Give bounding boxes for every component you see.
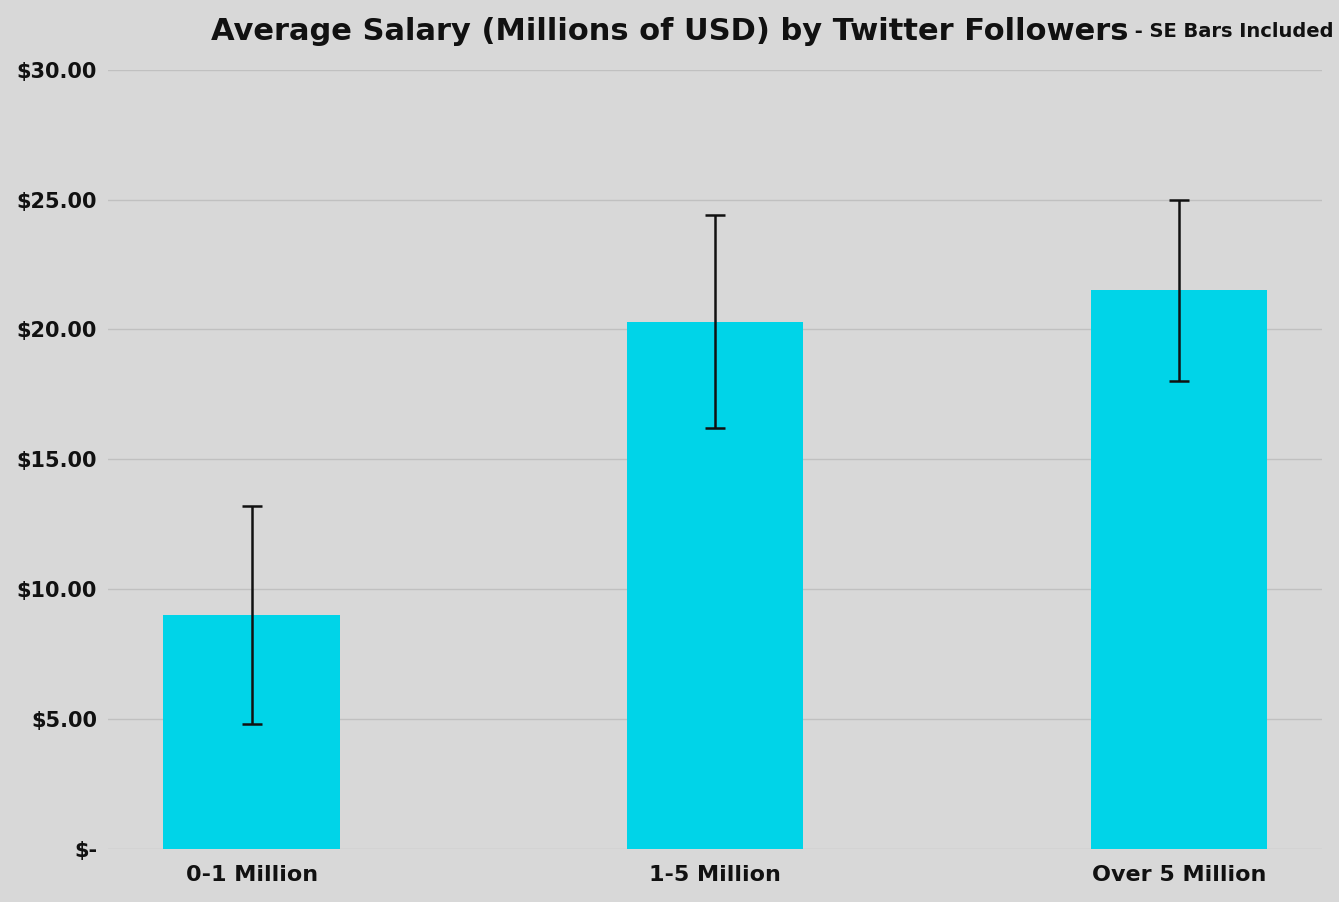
- Text: Average Salary (Millions of USD) by Twitter Followers: Average Salary (Millions of USD) by Twit…: [210, 17, 1129, 46]
- Text: - SE Bars Included: - SE Bars Included: [1129, 22, 1334, 41]
- Bar: [1091, 290, 1267, 849]
- Bar: [627, 322, 803, 849]
- Bar: [163, 615, 340, 849]
